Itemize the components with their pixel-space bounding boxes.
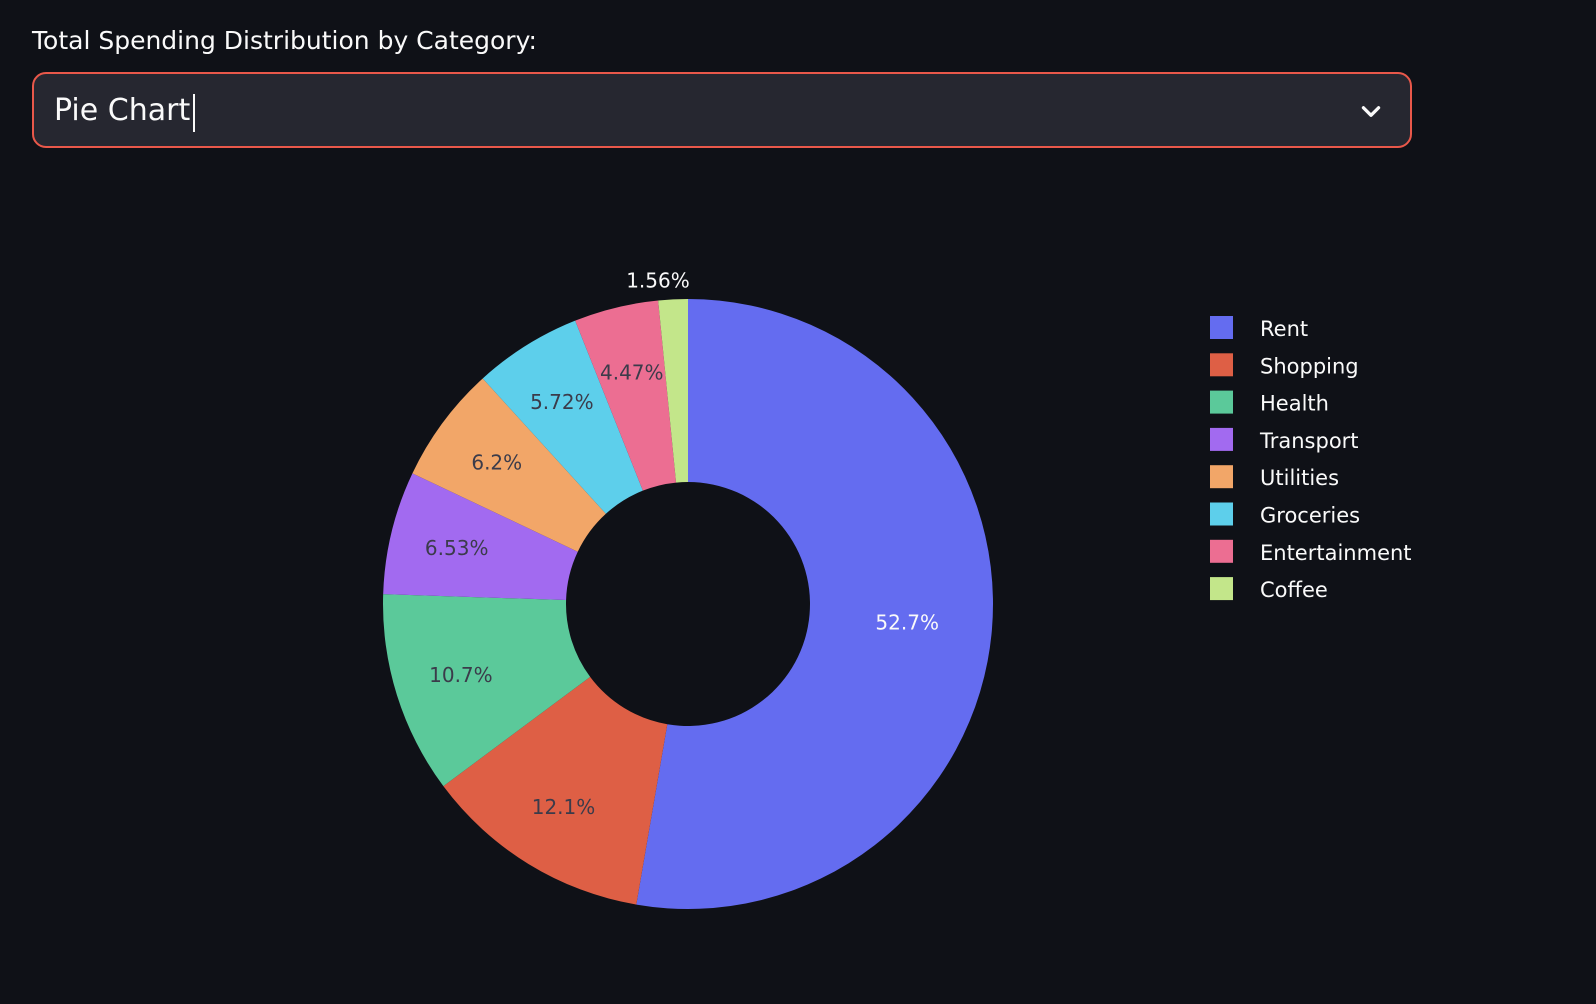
legend-label-shopping[interactable]: Shopping: [1260, 354, 1359, 378]
legend-swatch-health[interactable]: [1210, 390, 1233, 414]
legend-label-entertainment[interactable]: Entertainment: [1260, 541, 1412, 565]
slice-label-entertainment: 4.47%: [600, 361, 664, 385]
pie-slice-entertainment[interactable]: [575, 300, 677, 491]
legend-swatch-coffee[interactable]: [1210, 577, 1233, 601]
text-cursor: [193, 94, 195, 132]
slice-label-shopping: 12.1%: [532, 795, 596, 819]
slice-label-health: 10.7%: [429, 663, 493, 687]
legend-swatch-rent[interactable]: [1210, 316, 1233, 339]
legend-swatch-entertainment[interactable]: [1210, 539, 1233, 563]
pie-slice-coffee[interactable]: [658, 299, 688, 483]
legend-label-coffee[interactable]: Coffee: [1260, 578, 1328, 602]
legend-label-health[interactable]: Health: [1260, 392, 1329, 416]
select-label: Total Spending Distribution by Category:: [32, 26, 537, 55]
select-value[interactable]: Pie Chart: [54, 93, 191, 128]
pie-slice-health[interactable]: [383, 594, 591, 787]
legend-label-groceries[interactable]: Groceries: [1260, 504, 1360, 528]
pie-slice-shopping[interactable]: [443, 676, 668, 905]
legend-label-transport[interactable]: Transport: [1259, 429, 1359, 453]
slice-label-utilities: 6.2%: [471, 450, 522, 474]
chart-type-select[interactable]: Pie Chart: [32, 72, 1412, 148]
pie-slice-groceries[interactable]: [482, 320, 643, 514]
pie-slice-utilities[interactable]: [412, 378, 606, 552]
slice-label-transport: 6.53%: [425, 536, 489, 560]
legend-label-utilities[interactable]: Utilities: [1260, 466, 1339, 490]
legend-swatch-transport[interactable]: [1210, 427, 1233, 451]
legend-swatch-utilities[interactable]: [1210, 465, 1233, 489]
pie-slice-transport[interactable]: [383, 473, 578, 601]
chevron-down-icon[interactable]: [1358, 98, 1384, 124]
slice-label-groceries: 5.72%: [530, 390, 594, 414]
pie-slice-rent[interactable]: [636, 299, 993, 909]
legend-label-rent[interactable]: Rent: [1260, 317, 1308, 341]
slice-label-rent: 52.7%: [875, 611, 939, 635]
legend-swatch-shopping[interactable]: [1210, 353, 1233, 377]
legend-swatch-groceries[interactable]: [1210, 502, 1233, 526]
slice-label-coffee: 1.56%: [626, 268, 690, 292]
